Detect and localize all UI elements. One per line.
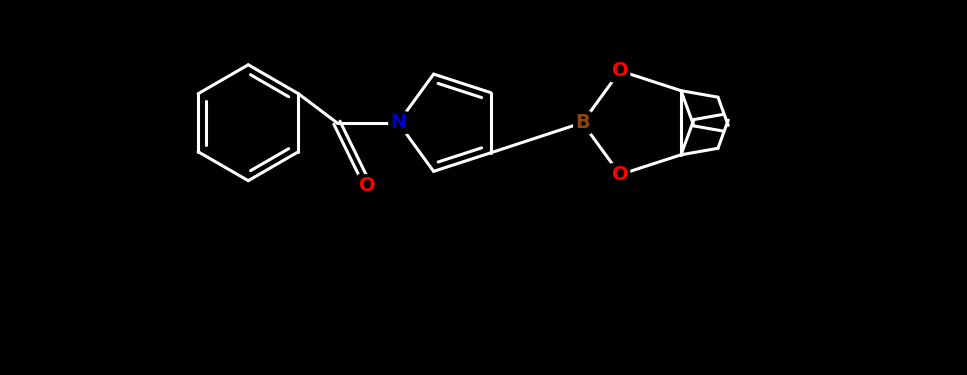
Text: O: O xyxy=(360,176,376,195)
Text: O: O xyxy=(612,165,629,184)
Text: O: O xyxy=(612,62,629,80)
Text: N: N xyxy=(390,113,406,132)
Text: B: B xyxy=(575,113,590,132)
